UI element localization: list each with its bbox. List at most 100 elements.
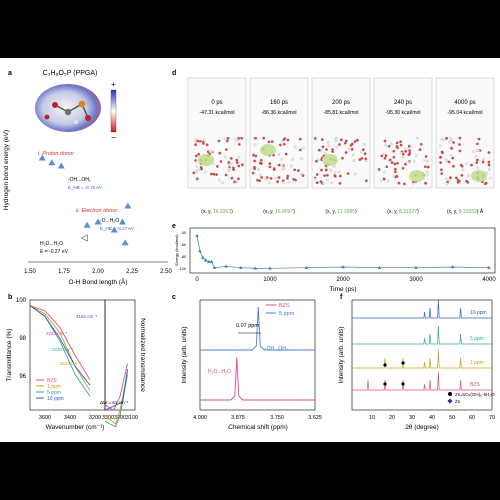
panel-b-xtick: 3400 [64,415,76,421]
legend-label: 5 ppm [279,311,295,317]
panel-c-xtick: 4.000 [193,415,207,421]
snapshot-energy: -47.31 kcal/mol [199,110,234,116]
panel-a: a C₃H₈O₅P (PPGA) + − Hydrogen bond energ… [3,70,172,286]
panel-e-ytick: -40 [181,231,187,235]
panel-c-label: c [172,294,176,301]
peak-annotation: 3229 cm⁻¹ [60,361,82,366]
water-atom [380,154,384,158]
water-atom [277,176,281,180]
water-atom [201,142,205,145]
peak-annotation: 3230 cm⁻¹ [52,347,74,352]
water-atom [353,140,357,143]
panel-e-ytick: -80 [181,255,187,259]
water-atom [227,169,231,173]
water-atom [240,136,244,140]
phase-marker-circle [448,392,452,396]
water-atom [254,136,258,140]
legend-label: BZS [47,378,57,384]
water-atom [287,180,291,184]
panel-b-xlabel: Wavenumber (cm⁻¹) [46,424,105,431]
ppga-molecule [322,154,338,166]
water-atom [412,159,416,163]
water-atom [344,139,348,143]
water-atom [229,156,233,160]
xrd-trace-label: 5 ppm [470,336,484,342]
water-atom [449,136,453,140]
water-atom [333,174,337,178]
legend-label: 5 ppm [47,390,61,396]
water-atom [223,137,227,140]
panel-e-xtick: 1000 [263,277,277,283]
water-atom [392,149,396,153]
water-atom [476,166,480,170]
water-atom [233,180,236,184]
panel-f-curves: 10 ppm 5 ppm 1 ppm BZS [352,299,492,391]
ftir-norm-curve-1-ppm [104,371,128,425]
water-atom [224,173,228,177]
panel-c-curves [200,306,315,401]
panel-e-frame [189,227,496,274]
panel-f-xtick: 50 [449,415,455,421]
water-atom [383,139,387,143]
bond2-energy: E_HB = -0.27 eV [100,226,134,231]
panel-c: c Intensity (arb. units) 4.000 3.875 3.7… [172,294,322,431]
data-marker-triangle [83,221,91,228]
water-atom [224,148,228,151]
water-atom [477,149,480,153]
water-atom [445,182,449,186]
water-atom [298,148,302,152]
water-atom [393,170,397,174]
panel-f-ylabel: Intensity (arb. units) [338,326,345,383]
water-atom [334,136,338,140]
water-atom [418,148,422,152]
water-atom [447,160,451,164]
water-atom [315,159,318,163]
water-atom [217,139,221,143]
water-atom [407,161,411,164]
water-atom [253,165,256,169]
peak-annotation: 3182 cm⁻¹ [76,314,98,319]
water-atom [194,137,198,141]
water-atom [281,167,285,171]
water-atom [293,145,297,149]
panel-e-xtick: 2000 [336,277,350,283]
water-atom [221,181,224,185]
panel-c-frame [199,299,316,411]
panel-e-xlabel: Time (ps) [329,286,356,293]
water-atom [414,154,418,158]
water-atom [350,142,354,146]
panel-e-label: e [172,223,176,230]
water-atom [382,170,386,174]
water-atom [258,173,262,177]
water-atom [403,182,406,186]
peak-annotation: 3243 cm⁻¹ [46,331,68,336]
water-atom [407,144,411,148]
water-atom [361,148,365,152]
panel-a-ylabel: Hydrogen bond energy (eV) [3,130,10,210]
xrd-trace-5-ppm [352,325,492,345]
water-atom [321,145,325,149]
water-atom [457,179,461,183]
panel-b-xtick: 3600 [39,415,51,421]
snapshot-time: 240 ps [394,100,412,106]
nmr-curve-5-ppm [200,306,315,351]
panel-f-frame [351,299,493,411]
water-atom [293,168,297,172]
panel-a-xlabel: O-H Bond length (Å) [69,277,128,286]
energy-point [253,266,258,270]
water-atom [399,140,403,144]
water-atom [397,181,401,185]
water-atom [465,179,469,183]
energy-point [304,265,309,269]
water-atom [286,174,290,178]
energy-point [239,265,243,269]
water-atom [356,138,359,142]
ftir-norm-curve-10-ppm [104,368,128,411]
water-atom [458,143,461,146]
water-atom [390,142,393,146]
water-atom [404,149,408,153]
energy-point [341,265,345,269]
panel-b: b Transmittance (%) Normalized transmitt… [6,294,146,431]
panel-a-label: a [8,70,12,77]
snapshot-coordinate: (x, y, 11.3285) [325,209,357,215]
